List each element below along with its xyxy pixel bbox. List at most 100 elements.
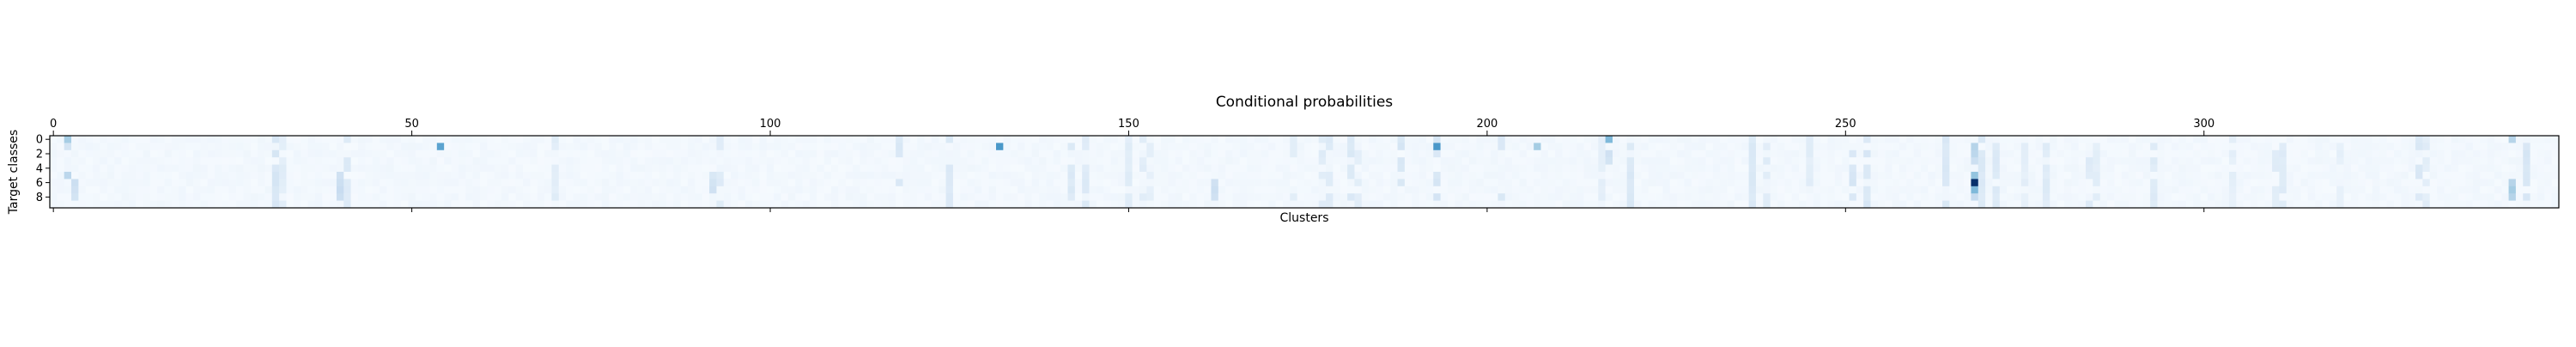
- heatmap-cell: [752, 149, 760, 158]
- heatmap-cell: [1612, 186, 1620, 194]
- heatmap-cell: [1218, 143, 1226, 151]
- heatmap-cell: [200, 164, 208, 173]
- heatmap-cell: [731, 157, 738, 165]
- heatmap-cell: [2221, 149, 2230, 158]
- heatmap-cell: [1498, 172, 1506, 180]
- heatmap-cell: [1741, 179, 1749, 187]
- heatmap-cell: [2057, 149, 2065, 158]
- heatmap-cell: [2129, 149, 2136, 158]
- heatmap-cell: [1877, 172, 1886, 180]
- heatmap-cell: [1354, 136, 1363, 143]
- x-tick-label: 300: [2193, 118, 2215, 131]
- heatmap-cell: [2272, 164, 2280, 173]
- heatmap-cell: [1096, 143, 1104, 151]
- heatmap-cell: [429, 193, 438, 201]
- heatmap-cell: [2293, 193, 2301, 201]
- heatmap-cell: [1175, 200, 1183, 209]
- heatmap-cell: [1175, 149, 1183, 158]
- heatmap-cell: [1376, 143, 1384, 151]
- heatmap-cell: [1569, 157, 1577, 165]
- heatmap-cell: [243, 149, 252, 158]
- heatmap-cell: [515, 149, 524, 158]
- heatmap-cell: [1125, 193, 1133, 201]
- heatmap-cell: [136, 136, 143, 143]
- heatmap-cell: [2315, 186, 2323, 194]
- heatmap-cell: [2136, 149, 2144, 158]
- heatmap-cell: [1089, 179, 1097, 187]
- heatmap-cell: [128, 193, 137, 201]
- heatmap-cell: [1920, 179, 1929, 187]
- heatmap-cell: [1626, 149, 1635, 158]
- heatmap-cell: [766, 157, 775, 165]
- heatmap-cell: [2042, 149, 2050, 158]
- heatmap-cell: [2365, 179, 2373, 187]
- heatmap-cell: [2107, 157, 2115, 165]
- heatmap-cell: [616, 186, 624, 194]
- heatmap-cell: [1326, 143, 1334, 151]
- heatmap-cell: [637, 157, 646, 165]
- heatmap-cell: [601, 193, 610, 201]
- heatmap-cell: [2257, 186, 2266, 194]
- heatmap-cell: [1003, 136, 1012, 143]
- heatmap-cell: [909, 186, 918, 194]
- heatmap-cell: [401, 172, 409, 180]
- heatmap-cell: [444, 164, 452, 173]
- heatmap-cell: [350, 193, 359, 201]
- heatmap-cell: [1504, 136, 1513, 143]
- heatmap-cell: [866, 164, 875, 173]
- heatmap-cell: [185, 193, 194, 201]
- heatmap-cell: [2193, 179, 2201, 187]
- heatmap-cell: [1461, 164, 1470, 173]
- heatmap-cell: [695, 143, 703, 151]
- heatmap-cell: [1082, 136, 1090, 143]
- heatmap-cell: [2444, 200, 2452, 209]
- heatmap-cell: [1913, 193, 1922, 201]
- heatmap-cell: [222, 157, 230, 165]
- heatmap-cell: [680, 149, 689, 158]
- heatmap-cell: [1849, 200, 1857, 209]
- heatmap-cell: [2315, 172, 2323, 180]
- heatmap-cell: [106, 164, 115, 173]
- heatmap-cell: [1842, 186, 1850, 194]
- heatmap-cell: [1684, 186, 1692, 194]
- heatmap-cell: [566, 200, 574, 209]
- heatmap-cell: [329, 136, 337, 143]
- heatmap-cell: [939, 157, 946, 165]
- heatmap-cell: [2429, 143, 2438, 151]
- heatmap-cell: [149, 136, 158, 143]
- heatmap-cell: [279, 149, 287, 158]
- heatmap-cell: [2487, 157, 2495, 165]
- heatmap-cell: [731, 164, 738, 173]
- heatmap-cell: [1275, 136, 1284, 143]
- heatmap-cell: [1885, 172, 1893, 180]
- heatmap-cell: [1619, 172, 1627, 180]
- heatmap-cell: [573, 200, 581, 209]
- heatmap-cell: [1791, 149, 1800, 158]
- heatmap-cell: [1827, 136, 1836, 143]
- heatmap-cell: [1741, 200, 1749, 209]
- heatmap-cell: [1232, 172, 1241, 180]
- heatmap-cell: [93, 149, 100, 158]
- heatmap-cell: [2437, 164, 2445, 173]
- heatmap-cell: [530, 136, 538, 143]
- heatmap-cell: [1590, 157, 1599, 165]
- heatmap-cell: [1856, 164, 1864, 173]
- heatmap-cell: [2063, 143, 2072, 151]
- heatmap-cell: [2114, 143, 2123, 151]
- heatmap-cell: [1024, 172, 1033, 180]
- heatmap-cell: [738, 200, 746, 209]
- heatmap-cell: [250, 193, 258, 201]
- heatmap-cell: [2551, 136, 2560, 143]
- heatmap-cell: [1569, 179, 1577, 187]
- heatmap-cell: [573, 136, 581, 143]
- heatmap-cell: [78, 200, 87, 209]
- heatmap-cell: [845, 172, 854, 180]
- heatmap-cell: [1856, 186, 1864, 194]
- heatmap-cell: [314, 193, 323, 201]
- heatmap-cell: [981, 193, 989, 201]
- heatmap-cell: [2185, 200, 2194, 209]
- heatmap-cell: [1082, 186, 1090, 194]
- heatmap-cell: [580, 164, 588, 173]
- heatmap-cell: [1770, 157, 1778, 165]
